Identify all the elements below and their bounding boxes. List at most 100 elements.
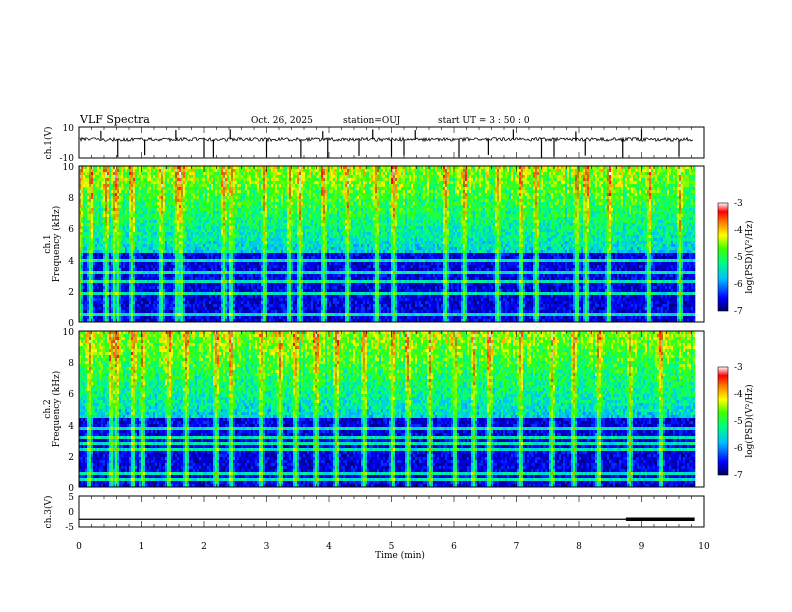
spectrogram-cell-1-2915: [191, 175, 193, 178]
spectrogram-cell-1-429: [95, 205, 97, 208]
spectrogram-cell-1-2821: [187, 205, 189, 208]
spectrogram-cell-1-764: [107, 274, 109, 277]
spectrogram-cell-1-2439: [171, 307, 173, 310]
spectrogram-cell-1-3326: [205, 316, 207, 319]
spectrogram-cell-1-1916: [151, 298, 153, 301]
spectrogram-cell-1-2634: [179, 268, 181, 271]
spectrogram-cell-1-492: [97, 238, 99, 241]
spectrogram-cell-1-2304: [167, 214, 169, 217]
spectrogram-cell-1-1262: [127, 208, 129, 211]
spectrogram-cell-1-4699: [259, 223, 261, 226]
spectrogram-cell-1-1492: [135, 274, 137, 277]
spectrogram-cell-1-319: [91, 187, 93, 190]
spectrogram-cell-1-351: [91, 283, 93, 286]
spectrogram-cell-1-3681: [219, 289, 221, 292]
spectrogram-cell-1-2234: [163, 316, 165, 319]
spectrogram-cell-1-4473: [251, 169, 253, 172]
spectrogram-cell-1-2940: [191, 250, 193, 253]
spectrogram-cell-1-2709: [183, 181, 185, 184]
spectrogram-cell-1-2579: [177, 259, 179, 262]
spectrogram-cell-1-1609: [139, 313, 141, 316]
spectrogram-cell-1-3661: [219, 229, 221, 232]
spectrogram-cell-1-206: [85, 316, 87, 319]
spectrogram-cell-1-4486: [251, 208, 253, 211]
spectrogram-cell-1-185: [85, 253, 87, 256]
spectrogram-cell-1-58: [81, 184, 83, 187]
spectrogram-cell-1-4724: [259, 298, 261, 301]
spectrogram-cell-1-1109: [121, 217, 123, 220]
spectrogram-cell-1-800: [109, 226, 111, 229]
spectrogram-cell-1-4043: [233, 283, 235, 286]
spectrogram-cell-1-4549: [253, 241, 255, 244]
spectrogram-cell-1-3299: [205, 235, 207, 238]
spectrogram-cell-1-1885: [151, 205, 153, 208]
spectrogram-cell-1-1272: [127, 238, 129, 241]
spectrogram-cell-1-3100: [197, 262, 199, 265]
spectrogram-cell-1-3740: [221, 310, 223, 313]
spectrogram-cell-1-1505: [135, 313, 137, 316]
spectrogram-cell-1-3491: [213, 187, 215, 190]
spectrogram-cell-1-2611: [179, 199, 181, 202]
spectrogram-cell-1-1739: [145, 235, 147, 238]
spectrogram-cell-1-836: [111, 178, 113, 181]
spectrogram-cell-1-607: [101, 271, 103, 274]
spectrogram-cell-1-1169: [123, 241, 125, 244]
spectrogram-cell-1-2782: [185, 244, 187, 247]
spectrogram-cell-1-3636: [217, 310, 219, 313]
spectrogram-cell-1-1799: [147, 259, 149, 262]
spectrogram-cell-1-4013: [233, 193, 235, 196]
spectrogram-cell-1-1451: [133, 307, 135, 310]
spectrogram-cell-1-2956: [191, 298, 193, 301]
spectrogram-cell-1-4750: [261, 220, 263, 223]
spectrogram-cell-1-4236: [241, 238, 243, 241]
spectrogram-cell-1-3831: [225, 271, 227, 274]
spectrogram-cell-1-2281: [165, 301, 167, 304]
spectrogram-cell-1-2385: [169, 301, 171, 304]
spectrogram-cell-1-537: [99, 217, 101, 220]
spectrogram-cell-1-4672: [257, 298, 259, 301]
spectrogram-cell-1-3811: [225, 211, 227, 214]
spectrogram-cell-1-4297: [243, 265, 245, 268]
spectrogram-cell-1-410: [93, 304, 95, 307]
spectrogram-cell-1-3073: [197, 181, 199, 184]
spectrogram-cell-1-2232: [163, 310, 165, 313]
spectrogram-cell-1-1293: [127, 301, 129, 304]
spectrogram-cell-1-1097: [121, 181, 123, 184]
spectrogram-cell-1-2310: [167, 232, 169, 235]
spectrogram-cell-1-4563: [253, 283, 255, 286]
spectrogram-cell-1-2608: [179, 190, 181, 193]
spectrogram-cell-1-3609: [217, 229, 219, 232]
spectrogram-cell-1-2975: [193, 199, 195, 202]
spectrogram-cell-1-2265: [165, 253, 167, 256]
spectrogram-cell-1-3084: [197, 214, 199, 217]
spectrogram-cell-1-4348: [245, 262, 247, 265]
spectrogram-cell-1-3736: [221, 298, 223, 301]
spectrogram-cell-1-4379: [247, 199, 249, 202]
spectrogram-cell-1-830: [109, 316, 111, 319]
spectrogram-cell-1-2251: [165, 211, 167, 214]
spectrogram-cell-1-762: [107, 268, 109, 271]
spectrogram-cell-1-61: [81, 193, 83, 196]
spectrogram-cell-1-4032: [233, 250, 235, 253]
spectrogram-cell-1-182: [85, 244, 87, 247]
spectrogram-cell-1-1966: [153, 292, 155, 295]
spectrogram-cell-1-2099: [159, 223, 161, 226]
spectrogram-cell-1-3325: [205, 313, 207, 316]
spectrogram-cell-1-4169: [239, 193, 241, 196]
spectrogram-cell-1-4483: [251, 199, 253, 202]
spectrogram-cell-1-2950: [191, 280, 193, 283]
spectrogram-cell-1-3187: [201, 211, 203, 214]
spectrogram-cell-1-3086: [197, 220, 199, 223]
spectrogram-cell-1-3500: [213, 214, 215, 217]
spectrogram-cell-1-4581: [255, 181, 257, 184]
spectrogram-cell-1-3440: [211, 190, 213, 193]
spectrogram-cell-1-3071: [197, 175, 199, 178]
spectrogram-cell-1-1245: [125, 313, 127, 316]
spectrogram-cell-1-1317: [129, 217, 131, 220]
spectrogram-cell-1-3088: [197, 226, 199, 229]
spectrogram-cell-1-252: [87, 298, 89, 301]
spectrogram-cell-1-3818: [225, 232, 227, 235]
spectrogram-cell-1-3000: [193, 274, 195, 277]
spectrogram-cell-1-4166: [239, 184, 241, 187]
spectrogram-cell-1-4546: [253, 232, 255, 235]
